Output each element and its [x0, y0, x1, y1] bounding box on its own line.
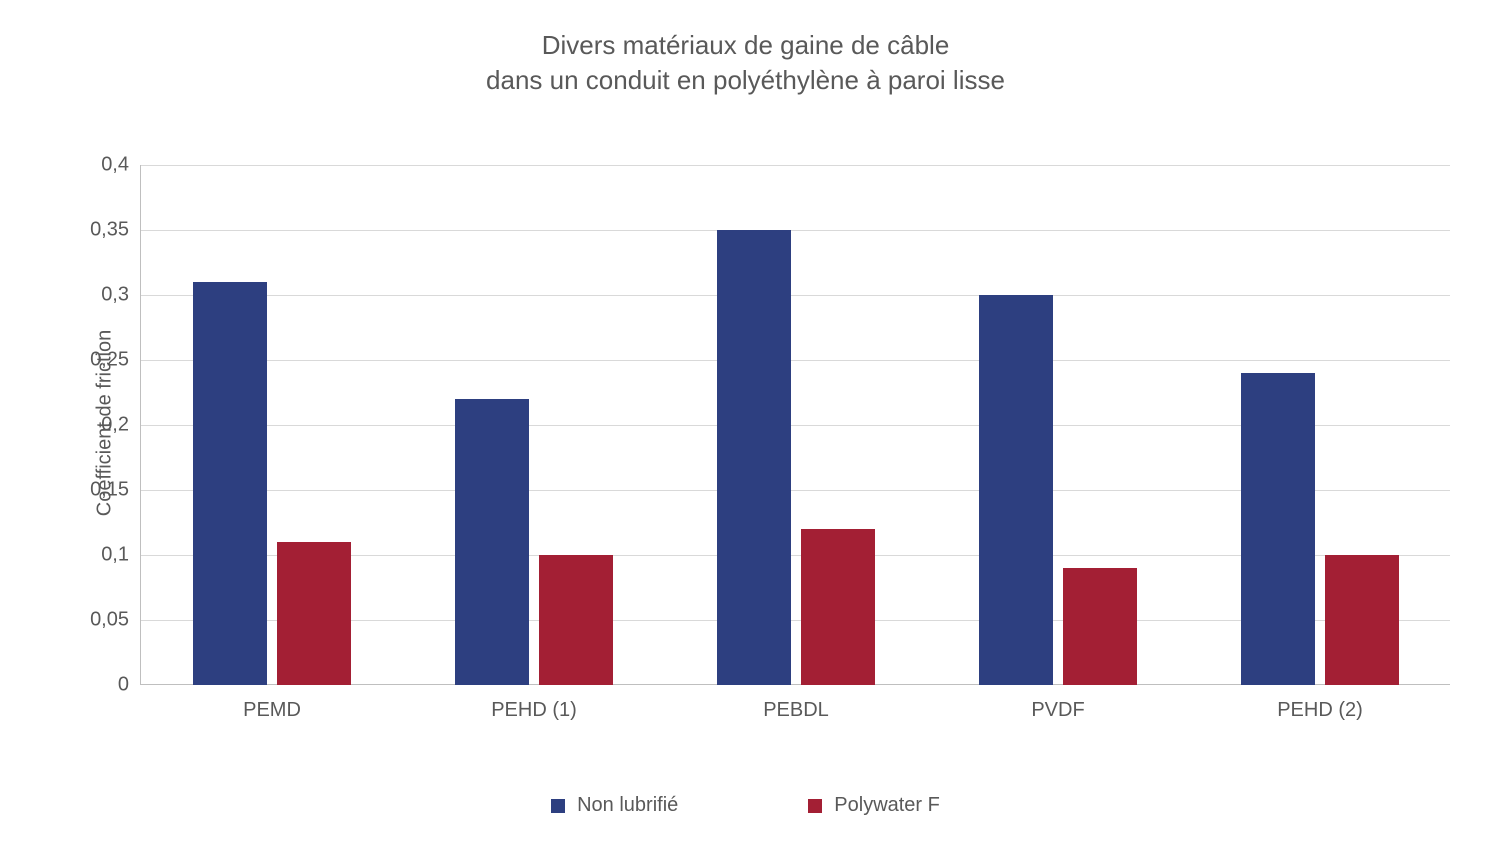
y-tick-label: 0,3 [101, 284, 141, 307]
x-tick-label: PEHD (1) [491, 685, 577, 722]
y-tick-label: 0,1 [101, 544, 141, 567]
bar [193, 282, 266, 685]
bar [1325, 555, 1398, 685]
legend-item: Polywater F [808, 794, 940, 817]
x-tick-label: PEHD (2) [1277, 685, 1363, 722]
chart-title-line2: dans un conduit en polyéthylène à paroi … [486, 65, 1005, 95]
legend-swatch [551, 799, 565, 813]
gridline [141, 230, 1450, 231]
chart-title-line1: Divers matériaux de gaine de câble [542, 30, 950, 60]
y-tick-label: 0,4 [101, 154, 141, 177]
gridline [141, 165, 1450, 166]
bar [1241, 373, 1314, 685]
x-tick-label: PVDF [1031, 685, 1084, 722]
gridline [141, 295, 1450, 296]
chart-title: Divers matériaux de gaine de câble dans … [0, 28, 1491, 98]
plot-area: 00,050,10,150,20,250,30,350,4PEMDPEHD (1… [140, 165, 1450, 685]
friction-chart: Divers matériaux de gaine de câble dans … [0, 0, 1491, 845]
x-tick-label: PEMD [243, 685, 301, 722]
legend-label: Polywater F [834, 794, 940, 817]
y-tick-label: 0 [118, 674, 141, 697]
bar [277, 542, 350, 685]
legend: Non lubrifié Polywater F [0, 794, 1491, 817]
bar [1063, 568, 1136, 685]
legend-label: Non lubrifié [577, 794, 678, 817]
y-tick-label: 0,05 [90, 609, 141, 632]
x-tick-label: PEBDL [763, 685, 829, 722]
bar [539, 555, 612, 685]
y-tick-label: 0,25 [90, 349, 141, 372]
y-tick-label: 0,2 [101, 414, 141, 437]
y-tick-label: 0,35 [90, 219, 141, 242]
bar [801, 529, 874, 685]
bar [717, 230, 790, 685]
bar [455, 399, 528, 685]
bar [979, 295, 1052, 685]
legend-item: Non lubrifié [551, 794, 678, 817]
y-tick-label: 0,15 [90, 479, 141, 502]
legend-swatch [808, 799, 822, 813]
gridline [141, 360, 1450, 361]
